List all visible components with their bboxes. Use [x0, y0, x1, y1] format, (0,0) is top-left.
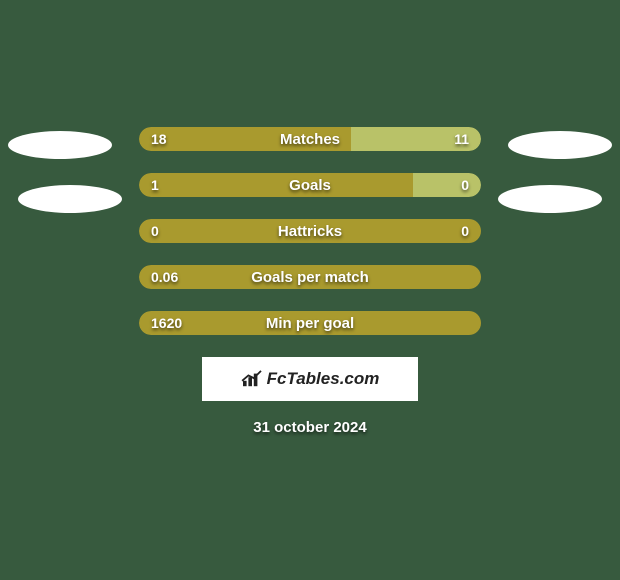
stat-bar-left — [139, 219, 481, 243]
stat-bar-left — [139, 265, 481, 289]
stat-row-matches: Matches1811 — [139, 127, 481, 151]
stat-row-hattricks: Hattricks00 — [139, 219, 481, 243]
player-avatar-right-2 — [498, 185, 602, 213]
stat-bar-right — [413, 173, 481, 197]
player-avatar-left-2 — [18, 185, 122, 213]
player-avatar-right-1 — [508, 131, 612, 159]
stat-bar-left — [139, 127, 351, 151]
logo-text: FcTables.com — [267, 369, 380, 389]
comparison-content: Matches1811 Goals10 Hattricks00 Goals per m… — [0, 127, 620, 436]
chart-icon — [241, 370, 263, 388]
logo-box: FcTables.com — [202, 357, 418, 401]
comparison-bars: Matches1811 Goals10 Hattricks00 Goals per m… — [139, 127, 481, 335]
stat-row-min-per-goal: Min per goal1620 — [139, 311, 481, 335]
stat-bar-right — [351, 127, 481, 151]
player-avatar-left-1 — [8, 131, 112, 159]
stat-row-goals: Goals10 — [139, 173, 481, 197]
footer-date: 31 october 2024 — [0, 419, 620, 436]
stat-bar-left — [139, 173, 413, 197]
stat-row-goals-per-match: Goals per match0.06 — [139, 265, 481, 289]
stat-bar-left — [139, 311, 481, 335]
